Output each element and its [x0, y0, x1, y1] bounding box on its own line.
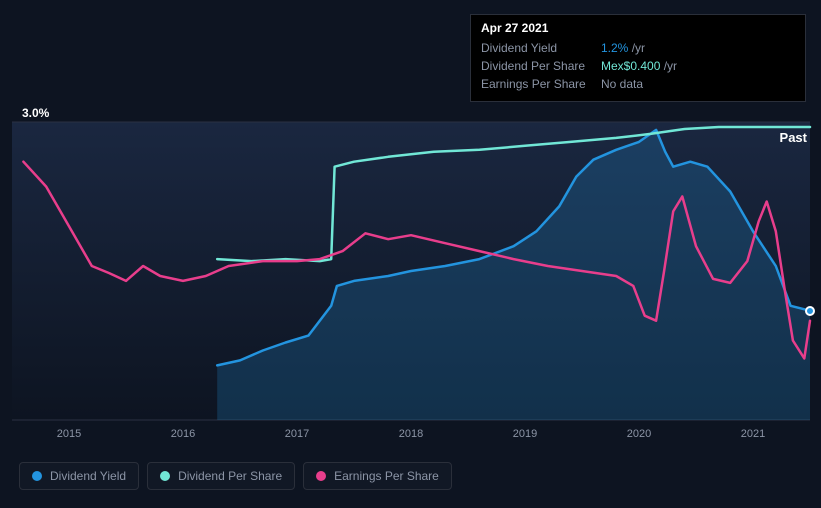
legend-swatch: [316, 471, 326, 481]
tooltip-value: No data: [601, 75, 643, 93]
legend-label: Dividend Yield: [50, 469, 126, 483]
x-tick: 2017: [285, 428, 309, 440]
x-tick: 2021: [741, 428, 765, 440]
y-axis-top-label: 3.0%: [22, 106, 49, 120]
legend-label: Dividend Per Share: [178, 469, 282, 483]
dividend-chart: 3.0% 0% Past 201520162017201820192020202…: [0, 0, 821, 508]
x-tick: 2020: [627, 428, 651, 440]
past-label: Past: [780, 130, 807, 145]
x-tick: 2016: [171, 428, 195, 440]
x-tick: 2015: [57, 428, 81, 440]
tooltip: Apr 27 2021 Dividend Yield1.2% /yrDivide…: [470, 14, 806, 102]
plot-area[interactable]: [12, 122, 810, 420]
cursor-marker: [805, 306, 815, 316]
legend-item[interactable]: Dividend Per Share: [147, 462, 295, 490]
tooltip-row: Dividend Yield1.2% /yr: [481, 39, 795, 57]
legend-label: Earnings Per Share: [334, 469, 439, 483]
legend-item[interactable]: Dividend Yield: [19, 462, 139, 490]
legend-swatch: [32, 471, 42, 481]
legend-item[interactable]: Earnings Per Share: [303, 462, 452, 490]
tooltip-key: Dividend Yield: [481, 39, 601, 57]
x-tick: 2018: [399, 428, 423, 440]
tooltip-row: Earnings Per ShareNo data: [481, 75, 795, 93]
tooltip-value: 1.2% /yr: [601, 39, 645, 57]
tooltip-row: Dividend Per ShareMex$0.400 /yr: [481, 57, 795, 75]
legend-swatch: [160, 471, 170, 481]
x-tick: 2019: [513, 428, 537, 440]
tooltip-date: Apr 27 2021: [481, 21, 795, 35]
x-axis: 2015 2016 2017 2018 2019 2020 2021: [12, 428, 810, 444]
tooltip-key: Earnings Per Share: [481, 75, 601, 93]
tooltip-key: Dividend Per Share: [481, 57, 601, 75]
tooltip-value: Mex$0.400 /yr: [601, 57, 677, 75]
legend: Dividend Yield Dividend Per Share Earnings…: [19, 462, 452, 490]
